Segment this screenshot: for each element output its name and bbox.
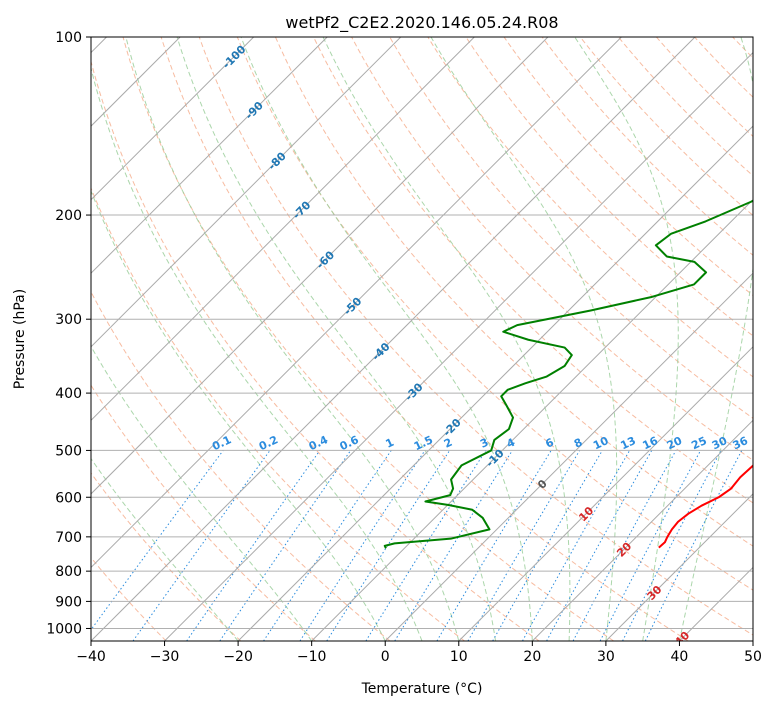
isotherm [311, 198, 753, 641]
mixing-ratio-line [546, 450, 653, 641]
dry-adiabat [91, 384, 316, 641]
x-tick-label: 0 [381, 649, 390, 665]
chart-title: wetPf2_C2E2.2020.146.05.24.R08 [285, 13, 558, 33]
dry-adiabat [503, 37, 753, 297]
isotherm [164, 51, 753, 641]
dry-adiabat [91, 290, 391, 641]
mixing-ratio-label: 13 [618, 434, 637, 452]
x-tick-label: 30 [597, 649, 615, 665]
isotherm [91, 37, 255, 201]
pressure-gridlines [91, 37, 753, 629]
x-tick-label: 20 [523, 649, 541, 665]
dry-adiabat [198, 37, 753, 636]
dry-adiabat [91, 59, 540, 641]
x-tick-label: −20 [223, 649, 253, 665]
dry-adiabat [313, 37, 753, 504]
x-tick-label: 40 [671, 649, 689, 665]
dry-adiabat [351, 37, 753, 461]
mixing-ratio-label: 16 [641, 434, 661, 452]
mixing-ratio-line [186, 450, 321, 641]
y-tick-label: 200 [55, 208, 82, 224]
moist-adiabat [430, 37, 618, 641]
x-tick-label: −30 [150, 649, 180, 665]
mixing-ratio-line [91, 450, 224, 631]
moist-adiabat [678, 37, 753, 641]
mixing-ratio-line [326, 450, 451, 641]
moist-adiabat [91, 457, 239, 641]
y-tick-label: 300 [55, 312, 82, 328]
plot-frame [90, 36, 754, 642]
mixing-ratio-line [572, 450, 677, 641]
dry-adiabat [427, 37, 753, 378]
moist-adiabat [322, 37, 571, 641]
mixing-ratio-line [522, 450, 631, 641]
y-tick-label: 600 [55, 490, 82, 506]
moist-adiabat [240, 37, 533, 641]
x-tick-label: 10 [450, 649, 468, 665]
x-tick-label: 50 [744, 649, 762, 665]
background-lines [91, 37, 753, 641]
moist-adiabat [125, 37, 460, 641]
isotherm [531, 419, 753, 641]
y-tick-label: 1000 [46, 621, 82, 637]
mixing-ratio-label: 36 [731, 434, 751, 452]
isotherm [91, 37, 622, 569]
dry-adiabat [122, 37, 614, 641]
mixing-ratio-label: 25 [689, 434, 708, 452]
isotherm [91, 37, 402, 348]
dry-adiabat [91, 186, 465, 641]
moist-adiabat [91, 189, 386, 641]
profile-series [383, 199, 753, 549]
mixing-ratio-line [263, 450, 392, 641]
axes: −40 −30 −20 −10 0 10 20 30 40 50 1000 900 800 700 600 5… [46, 30, 762, 665]
moist-adiabat [176, 37, 497, 641]
y-tick-label: 100 [55, 30, 82, 46]
x-tick-label: −40 [76, 649, 106, 665]
y-tick-label: 400 [55, 386, 82, 402]
temperature-profile-line [658, 464, 753, 549]
y-tick-label: 900 [55, 594, 82, 610]
x-tick-label: −10 [297, 649, 327, 665]
y-tick-label: 700 [55, 530, 82, 546]
isotherm [384, 272, 753, 641]
isotherm [91, 37, 328, 274]
isotherm [91, 37, 549, 495]
isotherm [458, 346, 753, 641]
x-axis-label: Temperature (°C) [361, 681, 483, 697]
mixing-ratio-label: 10 [591, 434, 611, 452]
dry-adiabat [160, 37, 689, 641]
dry-adiabat [91, 556, 167, 641]
isotherm [91, 37, 475, 422]
moist-adiabat [91, 66, 423, 641]
y-tick-label: 500 [55, 443, 82, 459]
mixing-ratio-line [219, 450, 352, 641]
isotherm [237, 125, 753, 641]
mixing-ratio-label: 20 [665, 434, 685, 452]
mixing-ratio-line [394, 450, 513, 641]
y-axis-label: Pressure (hPa) [12, 289, 28, 389]
isotherm [605, 493, 753, 641]
y-tick-label: 800 [55, 564, 82, 580]
mixing-ratio-line [644, 450, 743, 641]
mixing-ratio-label: 30 [710, 434, 730, 452]
moist-adiabat [574, 37, 679, 641]
mixing-ratio-line [299, 450, 426, 641]
dewpoint-profile-line [383, 199, 753, 549]
dry-adiabat [91, 472, 242, 641]
isotherm [91, 37, 696, 641]
dry-adiabat [389, 37, 753, 419]
dry-adiabat [236, 37, 753, 591]
